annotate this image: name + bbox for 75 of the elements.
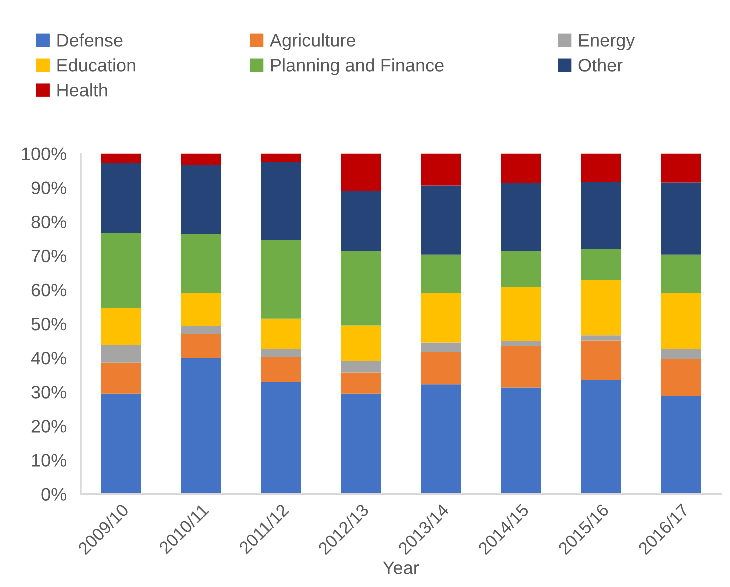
x-axis-title: Year — [383, 562, 420, 574]
y-tick-label: 10% — [32, 454, 66, 467]
bar — [421, 352, 462, 385]
bar — [581, 380, 622, 494]
legend-label: Health — [58, 84, 108, 97]
bar — [421, 342, 462, 352]
bar — [501, 251, 542, 288]
bar — [261, 349, 302, 358]
bar — [421, 384, 462, 494]
bar — [421, 254, 462, 294]
bar — [101, 163, 142, 234]
legend-label: Education — [58, 58, 136, 72]
y-tick-label: 90% — [32, 182, 66, 195]
bar — [421, 293, 462, 343]
bar — [581, 249, 622, 280]
bar — [341, 361, 382, 373]
bar — [101, 394, 142, 494]
bar — [261, 162, 302, 240]
bar — [341, 154, 382, 192]
bar — [181, 234, 222, 294]
bar — [581, 280, 622, 336]
bar — [341, 191, 382, 252]
y-tick-label: 30% — [32, 386, 66, 399]
bar — [661, 359, 702, 396]
bar — [501, 183, 542, 252]
bar — [181, 154, 222, 166]
legend-label: Energy — [579, 34, 636, 50]
bar — [341, 326, 382, 362]
bar — [181, 165, 222, 234]
y-tick-label: 70% — [32, 250, 66, 263]
bar — [661, 293, 702, 350]
legend-label: Planning and Finance — [271, 58, 444, 76]
bar — [581, 182, 622, 250]
bar — [181, 293, 222, 326]
bar — [101, 233, 142, 308]
bar — [261, 357, 302, 382]
bar — [581, 336, 622, 341]
bar — [421, 154, 462, 186]
bar — [341, 251, 382, 326]
bar — [661, 349, 702, 360]
bar — [101, 154, 142, 164]
bar — [261, 240, 302, 319]
y-tick-label: 20% — [32, 420, 66, 433]
y-tick-label: 40% — [31, 352, 66, 365]
y-tick-label: 0% — [42, 488, 66, 501]
bar — [501, 287, 542, 342]
bar — [421, 186, 462, 255]
bar — [261, 382, 302, 494]
legend-label: Other — [578, 58, 623, 72]
bar — [581, 154, 622, 182]
bar — [661, 254, 702, 294]
y-tick-label: 80% — [32, 216, 66, 229]
y-tick-label: 50% — [32, 318, 66, 331]
bar — [101, 345, 142, 363]
bar — [181, 334, 222, 358]
bar — [661, 154, 702, 183]
bar — [341, 372, 382, 394]
bar — [501, 346, 542, 388]
bar — [501, 341, 542, 346]
bar — [501, 388, 542, 494]
bar — [581, 340, 622, 381]
bar — [181, 358, 222, 494]
bar — [661, 182, 702, 255]
y-tick-label: 60% — [32, 284, 66, 297]
bar — [261, 318, 302, 350]
bar — [661, 396, 702, 494]
bar — [261, 154, 302, 162]
bar — [101, 362, 142, 394]
bar — [101, 308, 142, 346]
y-tick-label: 100% — [22, 148, 66, 161]
legend-label: Agriculture — [270, 34, 356, 50]
legend-label: Defense — [58, 34, 123, 47]
bar — [181, 326, 222, 334]
bar — [341, 394, 382, 494]
bar — [501, 154, 542, 184]
